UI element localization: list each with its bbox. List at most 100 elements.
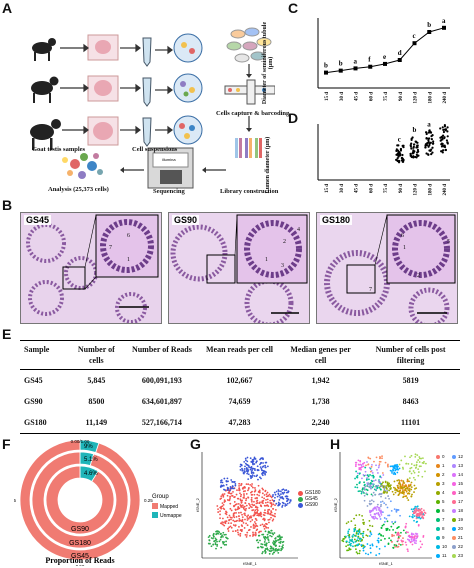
cell-point (358, 528, 361, 531)
cell-point (409, 467, 412, 470)
table-header: Median genes per cell (280, 340, 362, 370)
cell-point (265, 536, 268, 539)
table-cell: 634,601,897 (141, 397, 182, 406)
cell-point (410, 486, 413, 489)
cell-point (235, 511, 237, 514)
data-point (443, 128, 447, 131)
cell-point (246, 456, 249, 459)
table-row: GS45 5,845 600,091,193 102,667 1,942 581… (20, 370, 460, 392)
cell-point (278, 538, 281, 541)
cell-point (258, 491, 261, 494)
cell-point (414, 505, 417, 508)
donut-slice-mapped (19, 439, 141, 561)
cell-point (207, 542, 210, 545)
cell-point (419, 546, 422, 549)
cell-point (400, 531, 402, 534)
cell-point (371, 474, 374, 477)
cell-point (273, 543, 276, 546)
cell-point (249, 483, 252, 486)
cell-point (408, 487, 411, 490)
cell-point (249, 520, 252, 523)
cell-point (354, 486, 357, 489)
data-point (442, 25, 446, 30)
cell-point (377, 533, 380, 536)
cell-point (361, 465, 363, 468)
legend-swatch (436, 535, 440, 540)
cell-point (223, 543, 226, 546)
legend-item: 22 (452, 544, 463, 549)
cell-point (208, 534, 211, 537)
cell-point (270, 546, 273, 549)
marker-label: 7 (369, 287, 372, 293)
cell-point (365, 492, 368, 495)
cell-point (229, 495, 232, 498)
cell-point (246, 524, 249, 527)
cell-point (224, 520, 227, 523)
cell-point (261, 492, 264, 495)
legend-label: 13 (458, 463, 464, 468)
cell-point (373, 460, 375, 463)
cell-point (281, 496, 284, 498)
cell-point (271, 549, 273, 552)
cell-point (368, 466, 371, 469)
significance-letter: c (398, 136, 401, 144)
x-tick-label: 120 d (414, 184, 419, 196)
cell-point (369, 531, 372, 534)
cell-point (263, 524, 266, 527)
cell-point (395, 510, 398, 513)
cell-point (238, 517, 241, 520)
cell-point (375, 554, 378, 557)
cell-point (417, 471, 420, 473)
cell-point (411, 543, 414, 546)
cell-point (231, 487, 234, 490)
cell-point (280, 549, 282, 552)
cell-point (270, 502, 273, 505)
cell-point (275, 490, 278, 493)
cell-point (227, 530, 230, 532)
cell-point (380, 513, 383, 516)
cell-point (393, 534, 395, 537)
cell-point (372, 508, 374, 511)
cell-point (396, 479, 399, 482)
cell-point (253, 490, 256, 493)
legend-label: 1 (442, 463, 445, 468)
cell-point (272, 507, 274, 510)
cell-point (375, 545, 378, 548)
cell-point (220, 546, 223, 549)
legend-label: 17 (458, 499, 464, 504)
cell-point (422, 536, 425, 538)
cell-point (274, 508, 277, 511)
cell-point (259, 539, 261, 542)
cell-point (416, 512, 419, 515)
cell-point (247, 514, 250, 517)
cell-point (415, 532, 417, 535)
cell-point (275, 502, 278, 505)
cell-point (416, 509, 418, 512)
cell-point (281, 501, 284, 504)
ring-label: GS180 (69, 540, 91, 547)
cell-point (218, 531, 221, 534)
cell-point (266, 547, 269, 550)
cell-point (385, 518, 388, 520)
cell-point (356, 530, 358, 533)
cell-point (406, 538, 409, 541)
cell-point (387, 465, 389, 468)
cell-point (235, 493, 238, 496)
cell-point (371, 494, 374, 497)
panel-label-d: D (288, 110, 299, 126)
cell-point (240, 505, 242, 508)
cell-point (394, 491, 397, 494)
cell-point (279, 536, 282, 539)
cell-point (251, 467, 254, 470)
cell-point (410, 508, 413, 511)
cell-point (229, 497, 231, 500)
cell-point (247, 473, 250, 476)
cell-point (415, 540, 418, 542)
cell-point (269, 499, 272, 502)
cell-point (362, 465, 365, 468)
cell-point (247, 489, 249, 492)
data-point (397, 144, 400, 147)
cell-point (371, 463, 373, 466)
cell-point (416, 454, 419, 457)
cell-point (267, 526, 270, 529)
